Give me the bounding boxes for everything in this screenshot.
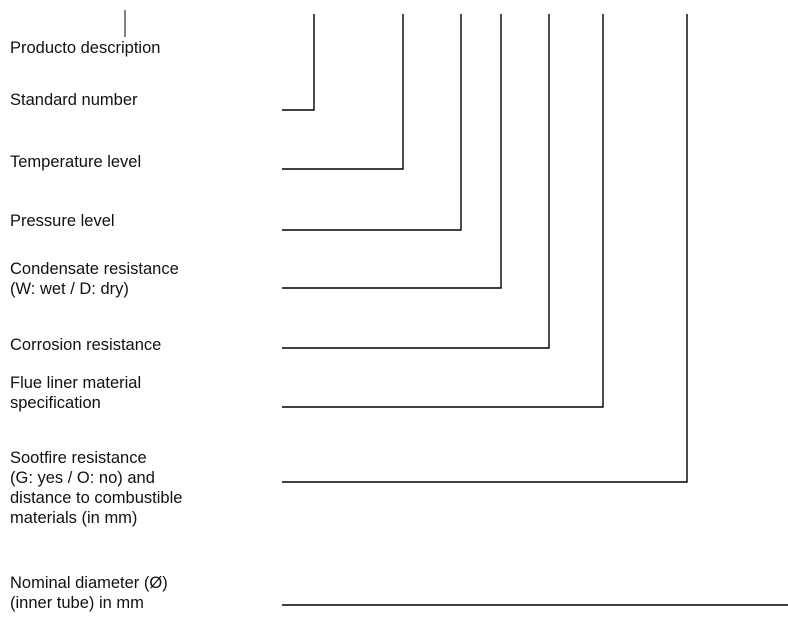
label-corrosion-resistance: Corrosion resistance [10,336,162,354]
label-pressure-level: Pressure level [10,212,115,230]
label-nominal-diameter: Nominal diameter (Ø) (inner tube) in mm [10,574,168,612]
label-flue-liner-material: Flue liner material specification [10,374,142,412]
label-condensate-resistance: Condensate resistance (W: wet / D: dry) [10,260,179,298]
connector-standard-number [282,14,315,111]
label-product-description: Producto description [10,39,161,57]
connector-pressure-level [282,14,462,231]
label-temperature-level: Temperature level [10,153,142,171]
connector-temperature-level [282,14,404,170]
connector-corrosion-resistance [282,14,550,349]
label-sootfire-resistance: Sootfire resistance (G: yes / O: no) and… [10,449,183,527]
connector-condensate-resistance [282,14,502,289]
connector-sootfire-resistance [282,14,688,483]
connector-flue-liner-material [282,14,604,408]
label-standard-number: Standard number [10,91,138,109]
